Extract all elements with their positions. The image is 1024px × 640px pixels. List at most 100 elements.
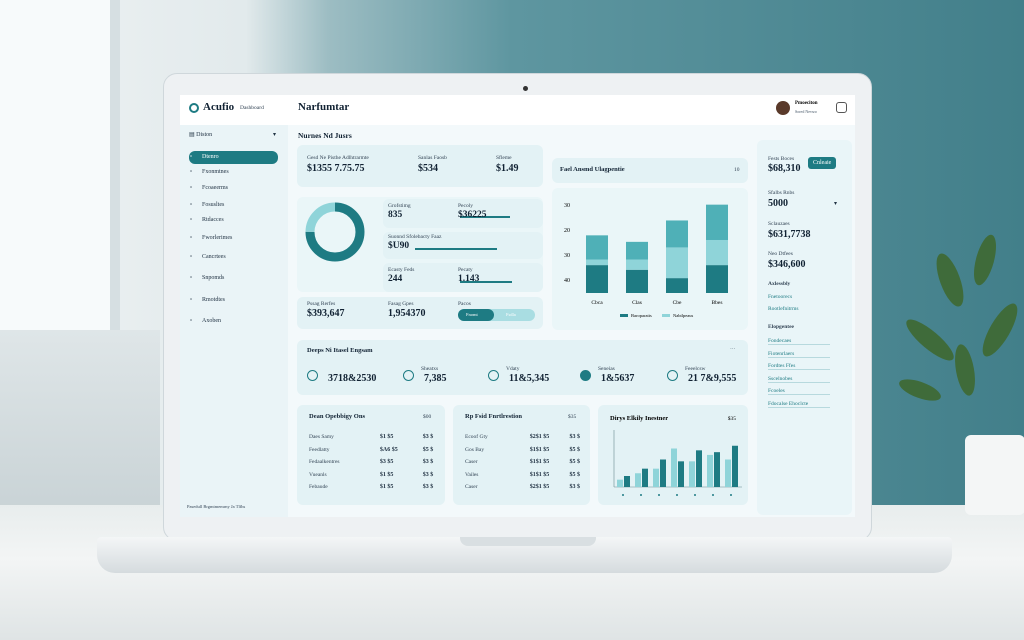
bar	[671, 448, 677, 487]
table-cell: $3 $	[422, 484, 434, 490]
top-bar	[180, 95, 855, 125]
metric-card	[383, 199, 543, 228]
bar-segment	[666, 220, 688, 248]
nav-icon: ▫	[190, 275, 193, 281]
bar	[642, 468, 648, 487]
avatar[interactable]	[776, 101, 790, 115]
engagement-label: Seneias	[598, 366, 615, 372]
table-cell: $3 $	[422, 459, 434, 465]
x-tick-label: Cbe	[673, 300, 682, 306]
menu-caret[interactable]: ▾	[273, 132, 277, 138]
engagement-icon	[403, 370, 414, 381]
user-sub: Sored Nevsro	[795, 109, 817, 114]
sidebar	[180, 125, 288, 517]
table-cell: $5 $	[422, 446, 434, 453]
panel-value: $68,310	[768, 163, 801, 174]
x-tick	[694, 494, 696, 496]
x-tick	[658, 494, 660, 496]
table-cell: $1 $5	[379, 434, 394, 440]
nav-item[interactable]: Fxonmtnes	[202, 169, 229, 175]
nav-item[interactable]: Cancrtees	[202, 254, 226, 260]
nav-icon: ▫	[190, 297, 193, 303]
engagement-icon	[307, 370, 318, 381]
toggle-option[interactable]: Fsdla	[506, 312, 516, 317]
page-title: Narfumtar	[298, 101, 350, 113]
metric-value: $U90	[388, 241, 410, 251]
x-tick	[622, 494, 624, 496]
chart-header	[552, 158, 748, 183]
table-cell: $3 $5	[379, 459, 394, 465]
table-cell: Vailes	[465, 471, 479, 478]
engagement-label: Vdaty	[506, 366, 520, 372]
nav-item[interactable]: Snpomds	[202, 275, 225, 281]
metric-label: Suonnd Sfolebacty Faaz	[388, 234, 442, 240]
panel-list-item[interactable]: Fordtes Ffes	[768, 363, 830, 370]
nav-item[interactable]: Dtenro	[202, 154, 219, 160]
metric-value: 1.143	[458, 274, 480, 284]
panel-button[interactable]: Cnleaie	[808, 157, 837, 169]
nav-item[interactable]: Rtdacces	[202, 217, 224, 223]
donut	[305, 202, 365, 262]
x-tick-label: Bbes	[712, 300, 723, 306]
donut-segment	[305, 202, 365, 262]
engagement-value: 7,385	[424, 373, 447, 384]
toggle-active[interactable]	[458, 309, 494, 321]
table-cell: Caser	[465, 459, 478, 465]
table-cell: $3 $	[422, 434, 434, 440]
toggle-option[interactable]: Fnomt	[466, 312, 478, 317]
table-card	[453, 405, 590, 505]
panel-caret[interactable]: ▾	[834, 201, 838, 207]
table-title: Rp Fsid Fnrtlrestion	[465, 413, 522, 420]
user-name[interactable]: Pmoeciton	[795, 101, 818, 106]
panel-list-item[interactable]: Sscelnobes	[768, 376, 830, 383]
metric-label: Grofstimg	[388, 203, 411, 209]
progress-bar	[415, 248, 497, 250]
menu-toggle[interactable]: ▤ Diston	[189, 132, 213, 138]
panel-list-item[interactable]: Fiotenrlaers	[768, 351, 830, 358]
nav-icon: ▫	[190, 217, 193, 223]
table-cell: $3 $	[569, 434, 580, 440]
engagement-value: 1&5637	[601, 373, 635, 384]
panel-title: Fests Boces	[768, 156, 795, 162]
table-cell: $1 $5	[379, 471, 394, 478]
metric-card	[383, 263, 543, 292]
engagement-value: 11&5,345	[509, 373, 550, 384]
engagement-menu[interactable]: ⋯	[730, 347, 736, 353]
x-tick	[640, 494, 642, 496]
nav-item[interactable]: Axoben	[202, 318, 221, 324]
x-tick-label: Cbca	[591, 300, 603, 306]
metric-label: Ecasty Feds	[388, 267, 415, 273]
nav-item[interactable]: Rmotdtes	[202, 297, 226, 303]
panel-link[interactable]: Fnetoorecs	[768, 294, 793, 300]
bar	[707, 454, 713, 487]
nav-icon: ▫	[190, 235, 193, 241]
engagement-icon	[580, 370, 591, 381]
axis-label: 30	[564, 253, 570, 259]
nav-item[interactable]: Fosusltes	[202, 202, 225, 208]
metric-value: 244	[388, 274, 403, 284]
panel-value: 5000	[768, 198, 788, 209]
table-cell: $1$1 $5	[529, 446, 550, 453]
panel-link[interactable]: Rootlefnitrms	[768, 306, 799, 312]
bar	[624, 476, 630, 487]
panel-list-item[interactable]: Fdocalse Ehoclcte	[768, 401, 830, 408]
axis-label: 30	[564, 203, 570, 209]
section-heading: Nurnes Nd Jusrs	[298, 131, 352, 140]
total-label: Fasag Gpes	[388, 301, 414, 307]
settings-icon[interactable]	[836, 102, 847, 113]
bar-segment	[666, 278, 688, 293]
total-value: $393,647	[307, 308, 345, 319]
engagement-label: Feeelcsw	[685, 366, 706, 372]
table-cell: $3 $	[569, 484, 580, 490]
nav-active[interactable]	[189, 151, 278, 164]
summary-card	[297, 145, 543, 187]
table-cell: Ecoof Gty	[465, 434, 488, 440]
nav-item[interactable]: Fworlerimes	[202, 235, 233, 241]
chart-title: Dirys Elkily Inestner	[610, 415, 668, 422]
bar	[653, 468, 659, 487]
summary-label: Sanlas Faosb	[418, 155, 447, 161]
panel-list-item[interactable]: Fondecaes	[768, 338, 830, 345]
nav-item[interactable]: Fcoaeerms	[202, 185, 228, 191]
panel-list-item[interactable]: Fcoeles	[768, 388, 830, 395]
summary-value: $534	[418, 163, 438, 174]
